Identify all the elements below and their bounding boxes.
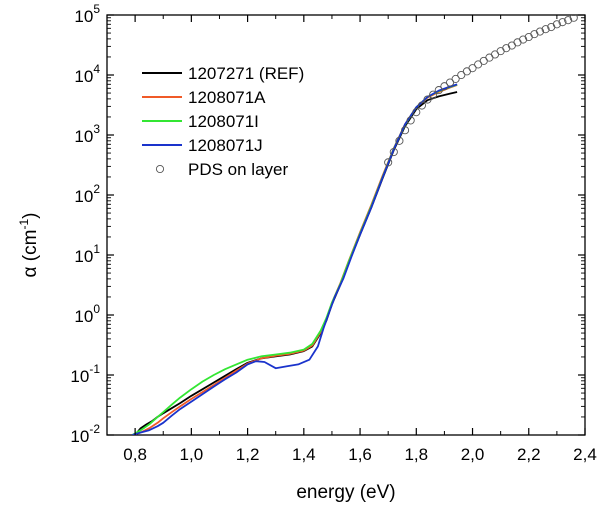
y-tick-base: 10 <box>70 427 89 446</box>
legend-item: 1208071J <box>142 136 263 155</box>
y-tick-base: 10 <box>74 187 93 206</box>
y-axis-unit-exponent: -1 <box>17 219 31 230</box>
y-tick-label: 103 <box>74 122 100 146</box>
y-tick-label: 105 <box>74 2 100 26</box>
pds-marker <box>445 78 455 87</box>
y-tick-exponent: 1 <box>93 242 100 256</box>
x-tick-label: 1,8 <box>404 445 428 464</box>
y-axis-title: α (cm-1) <box>17 213 41 278</box>
series-1208071a-line <box>132 84 458 435</box>
pds-marker <box>434 86 443 95</box>
series-layer <box>131 15 578 435</box>
legend-item: 1208071A <box>142 88 266 107</box>
pds-marker <box>558 18 567 27</box>
y-tick-base: 10 <box>74 67 93 86</box>
x-tick-label: 2,4 <box>573 445 597 464</box>
pds-marker <box>384 158 393 167</box>
legend-label: 1207271 (REF) <box>188 64 304 83</box>
y-tick-base: 10 <box>74 127 93 146</box>
pds-marker <box>569 15 578 22</box>
y-tick-label: 101 <box>74 242 100 266</box>
y-tick-base: 10 <box>74 7 93 26</box>
legend-item: PDS on layer <box>155 160 288 179</box>
y-axis-symbol: α <box>20 266 41 277</box>
pds-marker <box>400 126 410 135</box>
pds-marker <box>395 136 404 145</box>
y-tick-base: 10 <box>74 307 93 326</box>
pds-marker <box>423 95 432 104</box>
pds-marker <box>417 101 426 110</box>
y-tick-label: 102 <box>74 182 100 206</box>
y-tick-label: 10-1 <box>70 362 100 386</box>
legend-item: 1208071I <box>142 112 259 131</box>
x-tick-label: 0,8 <box>123 445 147 464</box>
pds-marker <box>535 27 545 36</box>
y-axis-unit-open: ( <box>20 254 41 261</box>
pds-marker <box>412 108 421 117</box>
plot-frame <box>106 14 586 436</box>
y-tick-base: 10 <box>70 367 89 386</box>
x-axis-title: energy (eV) <box>296 482 395 503</box>
pds-marker <box>468 64 477 73</box>
pds-marker <box>552 20 561 29</box>
pds-marker <box>530 30 539 39</box>
y-tick-exponent: 2 <box>93 182 100 196</box>
legend-label: 1208071A <box>188 88 266 107</box>
legend: 1207271 (REF) 1208071A 1208071I 1208071J PDS… <box>142 64 304 179</box>
pds-marker <box>389 147 398 157</box>
pds-marker <box>513 38 522 47</box>
y-tick-label: 10-2 <box>70 422 100 446</box>
y-tick-label: 104 <box>74 62 100 86</box>
y-tick-base: 10 <box>74 247 93 266</box>
y-tick-exponent: -2 <box>89 422 100 436</box>
x-tick-label: 1,6 <box>348 445 372 464</box>
y-axis-unit: cm <box>20 230 41 255</box>
y-axis-unit-close: ) <box>20 213 41 219</box>
x-tick-label: 2,0 <box>461 445 485 464</box>
pds-marker <box>519 35 528 44</box>
axes-layer: 0,8 1,0 1,2 1,4 1,6 1,8 2,0 2,2 2,410-210-110010… <box>70 2 596 464</box>
pds-marker <box>564 16 573 25</box>
x-tick-label: 1,4 <box>292 445 316 464</box>
series-1208071i-line <box>131 83 458 435</box>
y-tick-label: 100 <box>74 302 100 326</box>
pds-marker <box>406 116 415 125</box>
y-tick-exponent: 0 <box>93 302 100 316</box>
pds-marker <box>496 47 505 56</box>
series-1208071j-line <box>132 83 458 435</box>
series-pds-on-layer <box>384 15 578 167</box>
pds-marker <box>474 60 483 69</box>
pds-marker <box>440 82 449 91</box>
x-tick-label: 1,2 <box>236 445 260 464</box>
x-tick-label: 1,0 <box>180 445 204 464</box>
pds-marker <box>451 74 460 83</box>
y-tick-exponent: 4 <box>93 62 100 76</box>
series-1207271-ref-line <box>134 91 458 435</box>
pds-marker <box>502 44 511 53</box>
y-tick-exponent: 3 <box>93 122 100 136</box>
pds-marker <box>541 25 550 34</box>
y-tick-exponent: 5 <box>93 2 100 16</box>
pds-marker <box>457 70 466 80</box>
legend-label: 1208071I <box>188 112 259 131</box>
legend-label: PDS on layer <box>188 160 288 179</box>
legend-item: 1207271 (REF) <box>142 64 304 83</box>
x-tick-label: 2,2 <box>517 445 541 464</box>
legend-label: 1208071J <box>188 136 263 155</box>
pds-marker <box>429 90 438 99</box>
y-tick-exponent: -1 <box>89 362 100 376</box>
legend-marker <box>155 164 165 174</box>
